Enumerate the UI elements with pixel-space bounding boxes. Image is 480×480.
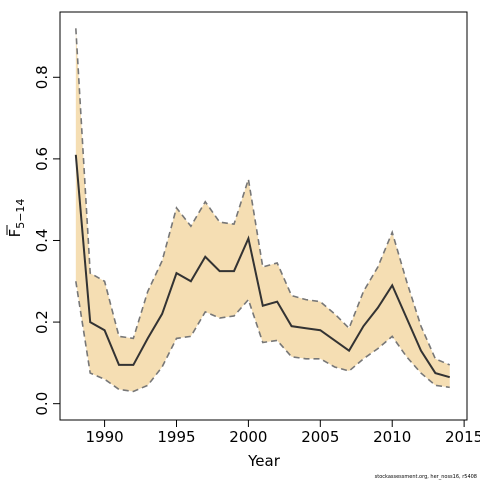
y-axis-title-base: F (6, 229, 24, 238)
y-axis-title: F5−14 (6, 199, 27, 238)
y-tick-label: 0.6 (33, 147, 51, 171)
plot-area (74, 28, 451, 393)
x-axis-title: Year (247, 452, 281, 470)
credit-text: stockassessment.org, her_noss16, r5408 (375, 474, 477, 480)
x-tick-label: 1990 (85, 428, 123, 446)
y-tick-label: 0.0 (33, 392, 51, 416)
y-tick-label: 0.8 (33, 65, 51, 89)
estimate-line (74, 154, 451, 379)
x-tick-label: 2010 (373, 428, 411, 446)
y-axis-title-subscript: 5−14 (14, 199, 27, 229)
upper-bound-line (75, 28, 451, 366)
x-tick-label: 2000 (229, 428, 267, 446)
confidence-band (75, 28, 450, 392)
y-tick-label: 0.4 (33, 229, 51, 253)
x-axis: 1990 1995 2000 2005 2010 2015 (85, 419, 480, 446)
svg-text:F5−14: F5−14 (6, 199, 27, 238)
x-tick-label: 1995 (157, 428, 195, 446)
x-tick-label: 2015 (445, 428, 480, 446)
x-tick-label: 2005 (301, 428, 339, 446)
y-axis: 0.0 0.2 0.4 0.6 0.8 (33, 65, 61, 416)
y-tick-label: 0.2 (33, 310, 51, 334)
lower-bound-line (75, 281, 450, 393)
